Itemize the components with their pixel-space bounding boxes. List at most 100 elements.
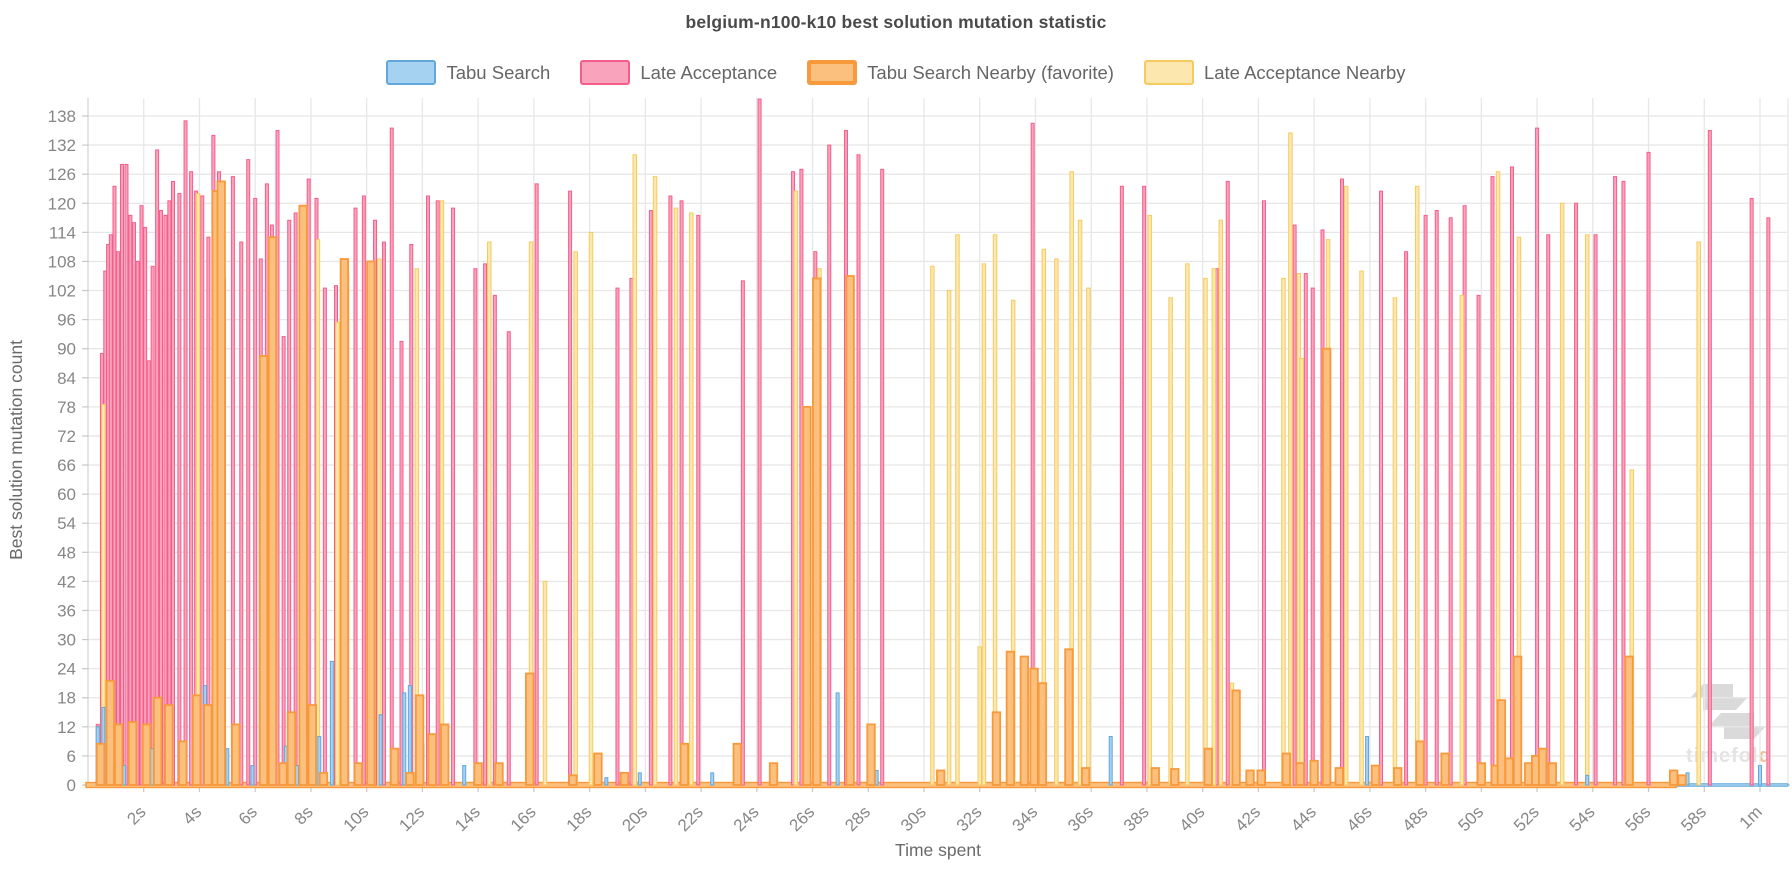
late-acceptance-nearby-bar xyxy=(992,234,998,786)
late-acceptance-nearby-bar xyxy=(1147,214,1152,786)
tabu-search-nearby-favorite-bar xyxy=(192,694,202,786)
late-acceptance-nearby-bars xyxy=(101,132,1701,786)
x-axis-tick-labels: 2s 4s 6s 8s 10s 12s 14s 16s 18s 20s 22s 24s 26s 28s 30… xyxy=(123,802,1765,835)
legend-item-late-acceptance-nearby[interactable]: Late Acceptance Nearby xyxy=(1143,60,1406,85)
late-acceptance-nearby-bar xyxy=(1211,268,1217,786)
x-tick-label: 40s xyxy=(1176,802,1209,835)
late-acceptance-bar xyxy=(880,168,885,786)
tabu-search-nearby-favorite-bar xyxy=(1537,747,1548,786)
late-acceptance-bar xyxy=(200,195,205,786)
x-tick-label: 4s xyxy=(179,802,205,828)
late-acceptance-bar xyxy=(1476,294,1481,786)
tabu-search-nearby-favorite-bar xyxy=(1281,752,1291,786)
tabu-search-nearby-favorite-bar xyxy=(525,672,535,786)
tabu-search-nearby-favorite-bar xyxy=(105,679,115,786)
late-acceptance-bar xyxy=(483,263,488,786)
tabu-search-bar xyxy=(407,685,412,786)
late-acceptance-nearby-bar xyxy=(1185,263,1190,786)
late-acceptance-nearby-bar xyxy=(1288,132,1293,786)
tabu-search-nearby-favorite-bar xyxy=(1476,762,1486,786)
x-tick-label: 54s xyxy=(1566,802,1599,835)
late-acceptance-bar xyxy=(135,260,140,786)
late-acceptance-bar xyxy=(1646,151,1651,786)
tabu-search-bar xyxy=(378,714,383,786)
late-acceptance-nearby-bar xyxy=(955,234,960,786)
tabu-search-nearby-favorite-bar xyxy=(1295,762,1305,786)
tabu-search-nearby-favorite-bar xyxy=(936,769,946,786)
tabu-search-nearby-favorite-bar xyxy=(203,704,213,786)
y-tick-label: 108 xyxy=(48,252,76,271)
y-tick-label: 60 xyxy=(57,485,76,504)
tabu-search-nearby-favorite-bar xyxy=(153,696,163,786)
tabu-search-nearby-favorite-bar xyxy=(1256,769,1266,786)
legend-item-late-acceptance[interactable]: Late Acceptance xyxy=(580,60,777,85)
late-acceptance-nearby-bar xyxy=(376,258,382,786)
late-acceptance-bar xyxy=(740,280,745,786)
x-tick-label: 12s xyxy=(395,802,428,835)
late-acceptance-bar xyxy=(322,287,327,786)
late-acceptance-bar xyxy=(1292,224,1297,786)
late-acceptance-bar xyxy=(170,180,175,786)
x-tick-label: 2s xyxy=(123,802,149,828)
tabu-search-nearby-favorite-bar xyxy=(991,711,1002,786)
late-acceptance-bar xyxy=(1142,185,1147,786)
late-acceptance-nearby-bar xyxy=(1584,234,1590,786)
legend-label: Tabu Search Nearby (favorite) xyxy=(867,61,1114,83)
tabu-search-bar xyxy=(329,660,334,786)
late-acceptance-bar xyxy=(389,127,394,786)
tabu-search-nearby-favorite-bar xyxy=(440,723,450,786)
late-acceptance-bar xyxy=(668,195,673,786)
tabu-search-nearby-favorite-bar xyxy=(307,704,317,786)
legend-item-tabu-search-nearby[interactable]: Tabu Search Nearby (favorite) xyxy=(807,60,1114,85)
y-tick-label: 132 xyxy=(48,136,76,155)
late-acceptance-bar xyxy=(451,207,456,786)
x-tick-label: 32s xyxy=(953,802,986,835)
legend-item-tabu-search[interactable]: Tabu Search xyxy=(386,60,550,85)
late-acceptance-bar xyxy=(534,183,539,786)
y-tick-label: 90 xyxy=(57,340,76,359)
tabu-search-nearby-favorite-bar xyxy=(812,277,822,786)
late-acceptance-nearby-bar xyxy=(1218,219,1224,786)
y-tick-label: 24 xyxy=(57,660,76,679)
tabu-search-nearby-favorite-bar xyxy=(593,752,603,786)
late-acceptance-nearby-bar xyxy=(946,290,952,786)
tabu-search-nearby-favorite-bar xyxy=(278,762,288,786)
x-tick-label: 36s xyxy=(1064,802,1097,835)
late-acceptance-nearby-bar xyxy=(1343,185,1349,786)
tabu-search-nearby-favorite-bar xyxy=(95,742,106,786)
tabu-search-nearby-swatch-icon xyxy=(807,60,858,85)
x-tick-label: 6s xyxy=(235,802,261,828)
tabu-search-nearby-favorite-bar xyxy=(339,258,350,786)
tabu-search-swatch-icon xyxy=(386,60,437,85)
watermark-logo-icon xyxy=(1709,713,1766,739)
y-tick-label: 66 xyxy=(57,456,76,475)
tabu-search-nearby-favorite-bar xyxy=(1334,767,1344,786)
x-tick-label: 22s xyxy=(674,802,707,835)
late-acceptance-bar xyxy=(856,154,861,786)
late-acceptance-bar xyxy=(1404,251,1409,786)
y-tick-label: 84 xyxy=(57,369,76,388)
legend: Tabu Search Late Acceptance Tabu Search … xyxy=(0,60,1792,85)
late-acceptance-bar xyxy=(648,210,653,786)
late-acceptance-bar xyxy=(1379,190,1384,786)
late-acceptance-bar xyxy=(143,227,148,786)
late-acceptance-bar xyxy=(1546,234,1551,786)
late-acceptance-bar xyxy=(246,159,251,786)
late-acceptance-bar xyxy=(1766,217,1771,786)
tabu-search-nearby-favorite-bar xyxy=(1512,655,1523,786)
tabu-search-bar xyxy=(1758,765,1762,786)
late-acceptance-bar xyxy=(146,360,151,786)
late-acceptance-bar xyxy=(230,176,235,786)
tabu-search-nearby-favorite-bar xyxy=(802,405,812,786)
late-acceptance-nearby-bar xyxy=(1459,294,1465,786)
tabu-search-nearby-favorite-bar xyxy=(318,771,329,786)
late-acceptance-nearby-bar xyxy=(673,207,679,786)
late-acceptance-bar xyxy=(629,277,634,786)
y-tick-label: 36 xyxy=(57,601,76,620)
tabu-search-nearby-favorite-bar xyxy=(1624,655,1634,786)
late-acceptance-nearby-bar xyxy=(930,265,935,786)
late-acceptance-bar xyxy=(473,268,478,786)
late-acceptance-nearby-bar xyxy=(588,231,594,786)
tabu-search-nearby-favorite-bar xyxy=(1080,767,1091,786)
